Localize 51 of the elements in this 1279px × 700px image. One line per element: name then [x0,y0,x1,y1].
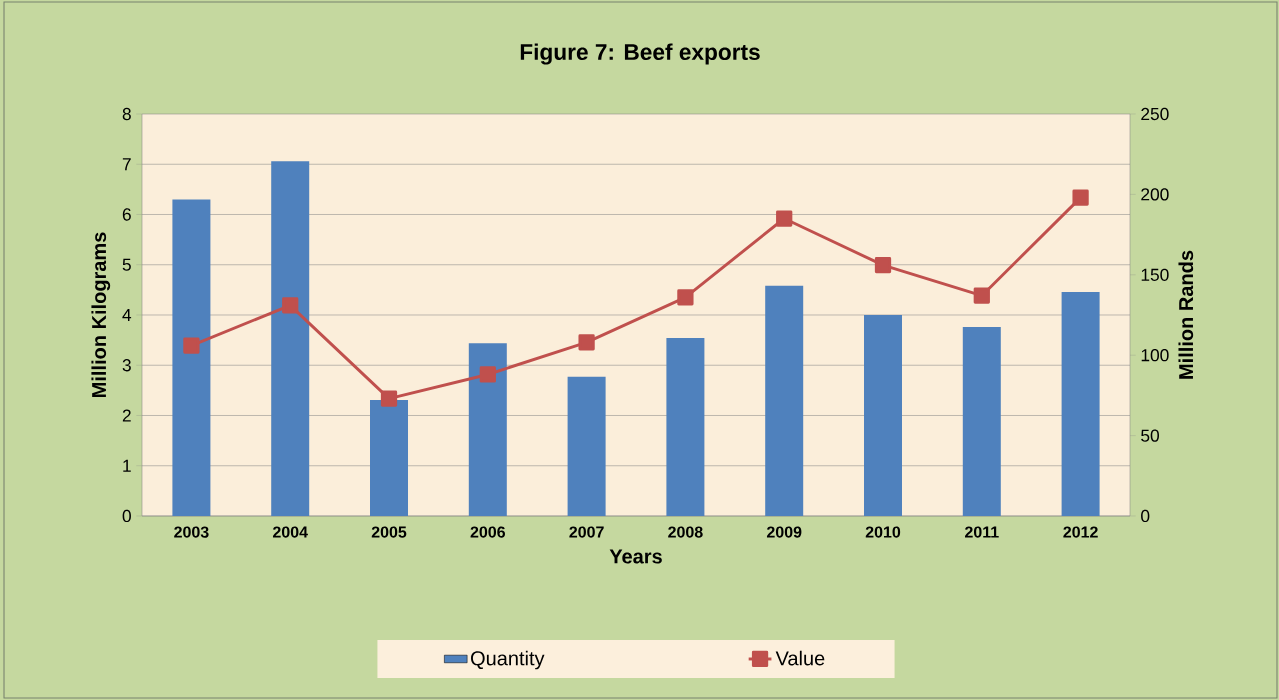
y2-tick-label: 150 [1141,268,1169,281]
x-tick-label: 2004 [272,526,308,538]
bar [765,285,804,516]
bar [1061,291,1100,516]
point [183,337,200,354]
point [578,334,595,351]
point [776,210,793,227]
bar [864,315,902,516]
x-tick-label: 2008 [668,526,703,538]
x-tick-label: 2006 [470,526,506,538]
y-tick-label: 8 [122,107,131,121]
y-tick-label: 4 [122,309,132,321]
y-tick-label: 5 [122,258,131,271]
bar [468,343,507,516]
point [973,287,990,304]
y-tick-label: 6 [122,208,131,221]
bar [271,161,310,516]
y2-tick-label: 200 [1141,188,1169,201]
y2-tick-label: 250 [1141,107,1169,121]
x-tick-label: 2007 [569,526,604,538]
y-tick-label: 1 [123,459,131,472]
bar [370,399,409,516]
point [874,257,892,274]
bar [962,327,1001,516]
y2-tick-label: 0 [1141,509,1150,523]
point [677,289,694,306]
y2-tick-label: 100 [1141,349,1169,362]
x-tick-label: 2009 [766,526,802,538]
point [282,297,299,314]
y-tick-label: 7 [122,158,131,171]
y-tick-label: 0 [122,509,131,523]
bar [172,199,211,516]
y-tick-label: 3 [122,359,131,372]
x-tick-label: 2003 [174,526,209,538]
y2-axis-title: Million Rands [1178,250,1194,379]
y-axis-title: Million Kilograms [91,232,111,397]
point [1072,189,1089,206]
y2-tick-label: 50 [1141,429,1160,442]
chart-title: Figure 7: Beef exports [520,43,760,65]
bar [567,376,606,516]
x-tick-label: 2012 [1063,526,1098,538]
bar [666,338,705,516]
x-axis-title: Years [609,549,662,564]
legend-label: Value [775,650,825,666]
x-tick-label: 2011 [965,526,999,538]
y-tick-label: 2 [122,409,131,422]
x-tick-label: 2010 [865,526,901,538]
legend-label: Quantity [471,650,545,670]
x-tick-label: 2005 [371,526,407,538]
point [380,390,398,407]
point [479,366,496,383]
